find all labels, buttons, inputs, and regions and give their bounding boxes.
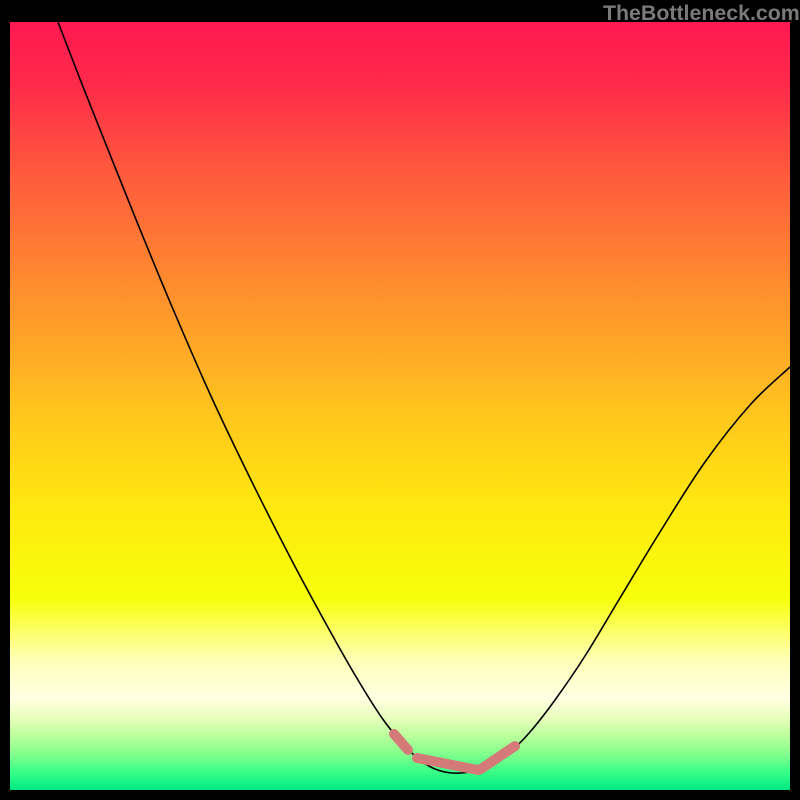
watermark-text: TheBottleneck.com (603, 1, 800, 26)
highlight-segments (394, 734, 515, 770)
highlight-segment (417, 758, 478, 770)
curves-layer (10, 22, 790, 790)
bottleneck-curve (58, 22, 790, 773)
plot-area (10, 22, 790, 790)
highlight-segment (481, 746, 515, 769)
highlight-segment (394, 734, 408, 750)
